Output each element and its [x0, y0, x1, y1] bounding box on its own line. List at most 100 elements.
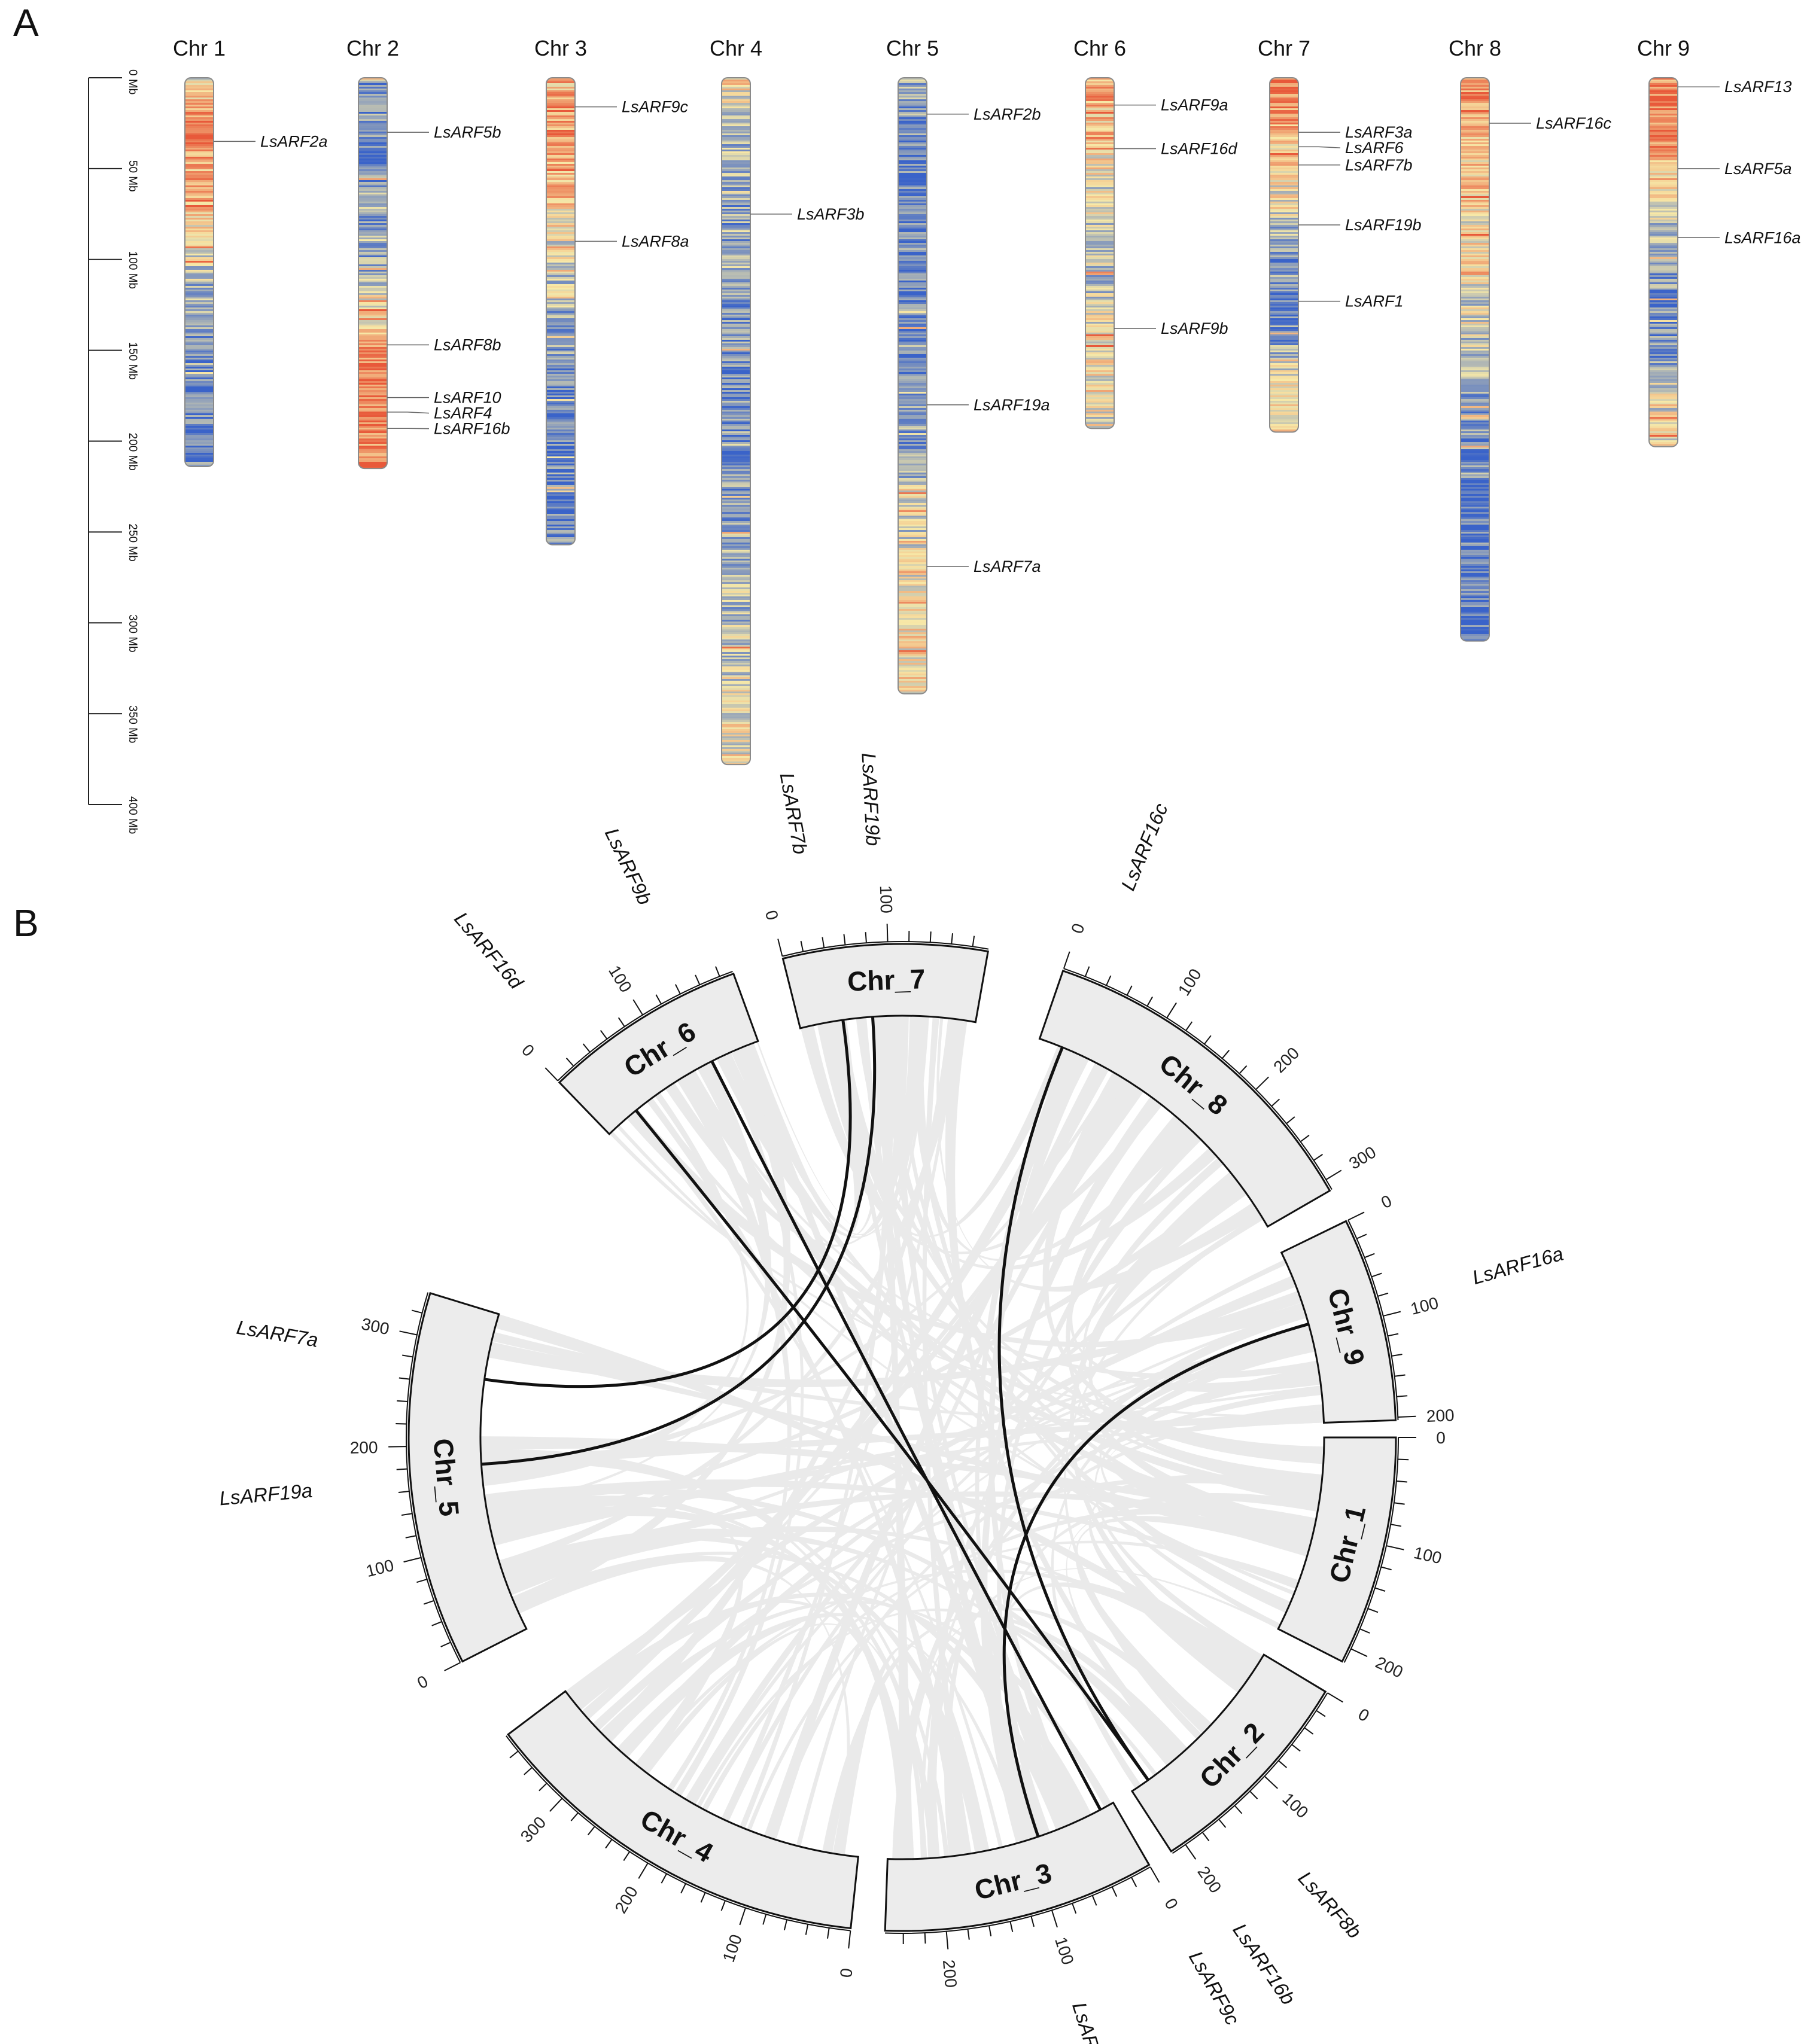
- circos-plot: 0100200Chr_10100200Chr_20100200Chr_30100…: [218, 753, 1566, 2044]
- circos-tick: [843, 934, 846, 945]
- circos-tick: [700, 1892, 706, 1903]
- chromosome-8: Chr 8 LsARF16c: [1449, 36, 1612, 642]
- duplication-link: [1002, 1323, 1309, 1838]
- chromosome-4: Chr 4 LsARF3b: [710, 36, 865, 766]
- chromosome-5: Chr 5 LsARF2b LsARF19a LsARF7a: [886, 36, 1050, 694]
- circos-chromosome-label: Chr_7: [847, 963, 926, 997]
- circos-tick-label: 100: [605, 962, 635, 995]
- circos-tick: [762, 1914, 767, 1925]
- circos-tick: [1185, 1021, 1193, 1031]
- chromosome-band: [558, 972, 759, 1135]
- circos-tick: [416, 1579, 427, 1583]
- panel-b: B 0100200Chr_10100200Chr_20100200Chr_301…: [13, 753, 1566, 2044]
- synteny-ribbon: [495, 1314, 1261, 1670]
- gene-label: LsARF16d: [1161, 139, 1238, 157]
- gene-label: LsARF7b: [1345, 156, 1413, 174]
- scale-tick-label: 400 Mb: [126, 796, 139, 834]
- circos-tick: [399, 1330, 418, 1336]
- scale-tick-label: 0 Mb: [126, 69, 139, 95]
- circos-tick: [1221, 1050, 1230, 1059]
- density-stripes: [1649, 78, 1678, 447]
- circos-gene-label: LsARF9b: [601, 824, 656, 908]
- circos-tick: [1166, 1002, 1177, 1019]
- density-stripes: [722, 78, 750, 765]
- circos-tick: [972, 936, 975, 947]
- density-stripes: [358, 78, 387, 469]
- circos-tick: [524, 1766, 533, 1775]
- gene-label: LsARF5a: [1724, 160, 1792, 178]
- circos-tick: [1063, 951, 1070, 969]
- gene-leader-line: [1298, 146, 1341, 148]
- circos-tick: [1271, 1098, 1280, 1107]
- chromosome-1: Chr 1 LsARF2a: [173, 36, 328, 468]
- chromosome-band: [1038, 970, 1331, 1228]
- circos-tick: [1316, 1710, 1326, 1717]
- circos-tick: [509, 1750, 519, 1759]
- circos-tick: [582, 1043, 591, 1053]
- gene-label: LsARF6: [1345, 139, 1404, 157]
- circos-tick: [822, 937, 825, 948]
- circos-tick: [1255, 1076, 1269, 1090]
- synteny-ribbons: [480, 1016, 1324, 1860]
- chromosome-outline: [1648, 77, 1678, 447]
- circos-tick-label: 0: [1161, 1895, 1182, 1912]
- circos-tick: [1371, 1272, 1382, 1278]
- gene-label: LsARF7a: [974, 558, 1041, 575]
- chromosome-title: Chr 2: [346, 36, 399, 60]
- circos-tick: [1390, 1524, 1402, 1527]
- circos-tick: [783, 1919, 788, 1930]
- circos-tick: [1291, 1744, 1301, 1752]
- duplication-link: [634, 1109, 1150, 1781]
- synteny-ribbon: [763, 1062, 1109, 1840]
- circos-tick: [967, 1929, 970, 1940]
- circos-tick: [423, 1600, 434, 1605]
- circos-tick: [988, 1926, 992, 1937]
- chromosome-outline: [358, 77, 388, 470]
- circos-tick-label: 0: [414, 1672, 431, 1693]
- gene-label: LsARF8a: [622, 232, 689, 250]
- circos-tick: [398, 1377, 410, 1380]
- circos-tick: [674, 984, 681, 995]
- circos-tick: [1234, 1805, 1243, 1814]
- circos-gene-label: LsARF16c: [1117, 800, 1172, 894]
- circos-tick: [1084, 966, 1090, 977]
- circos-tick: [396, 1468, 407, 1470]
- circos-tick: [800, 940, 804, 952]
- circos-tick: [1356, 1233, 1367, 1239]
- circos-tick: [1350, 1648, 1368, 1658]
- circos-tick: [431, 1621, 442, 1626]
- density-stripes: [1270, 78, 1298, 432]
- circos-tick-label: 200: [1426, 1406, 1455, 1425]
- chromosome-band: [1280, 1220, 1397, 1424]
- chromosome-title: Chr 3: [534, 36, 587, 60]
- chromosome-3: Chr 3 LsARF9c LsARF8a: [534, 36, 689, 546]
- circos-tick: [1126, 985, 1133, 996]
- circos-tick: [587, 1826, 595, 1836]
- chromosome-6: Chr 6 LsARF9a LsARF16d LsARF9b: [1073, 36, 1238, 429]
- chromosome-outline: [184, 77, 214, 468]
- circos-gene-label: LsARF9c: [1185, 1947, 1244, 2029]
- chromosome-title: Chr 7: [1258, 36, 1310, 60]
- density-stripes: [546, 78, 575, 545]
- circos-tick: [1204, 1035, 1212, 1045]
- circos-tick-label: 200: [350, 1438, 378, 1457]
- scale-bar: 0 Mb 50 Mb 100 Mb 150 Mb 200 Mb 250 Mb 300 Mb 3…: [88, 69, 139, 834]
- circos-gene-label: LsARF16d: [450, 907, 528, 994]
- gene-label: LsARF3a: [1345, 123, 1413, 141]
- density-stripes: [1461, 78, 1489, 641]
- scale-tick-label: 250 Mb: [126, 523, 139, 561]
- circos-tick: [929, 931, 932, 943]
- circos-tick: [1201, 1832, 1210, 1841]
- circos-tick: [1146, 996, 1153, 1007]
- circos-tick: [405, 1535, 416, 1539]
- circos-tick: [848, 1930, 851, 1949]
- circos-tick: [1239, 1065, 1248, 1074]
- duplication-link: [484, 1019, 852, 1388]
- circos-gene-label: LsARF7a: [235, 1316, 320, 1351]
- circos-tick: [1030, 1916, 1035, 1927]
- scale-tick-label: 50 Mb: [126, 160, 139, 192]
